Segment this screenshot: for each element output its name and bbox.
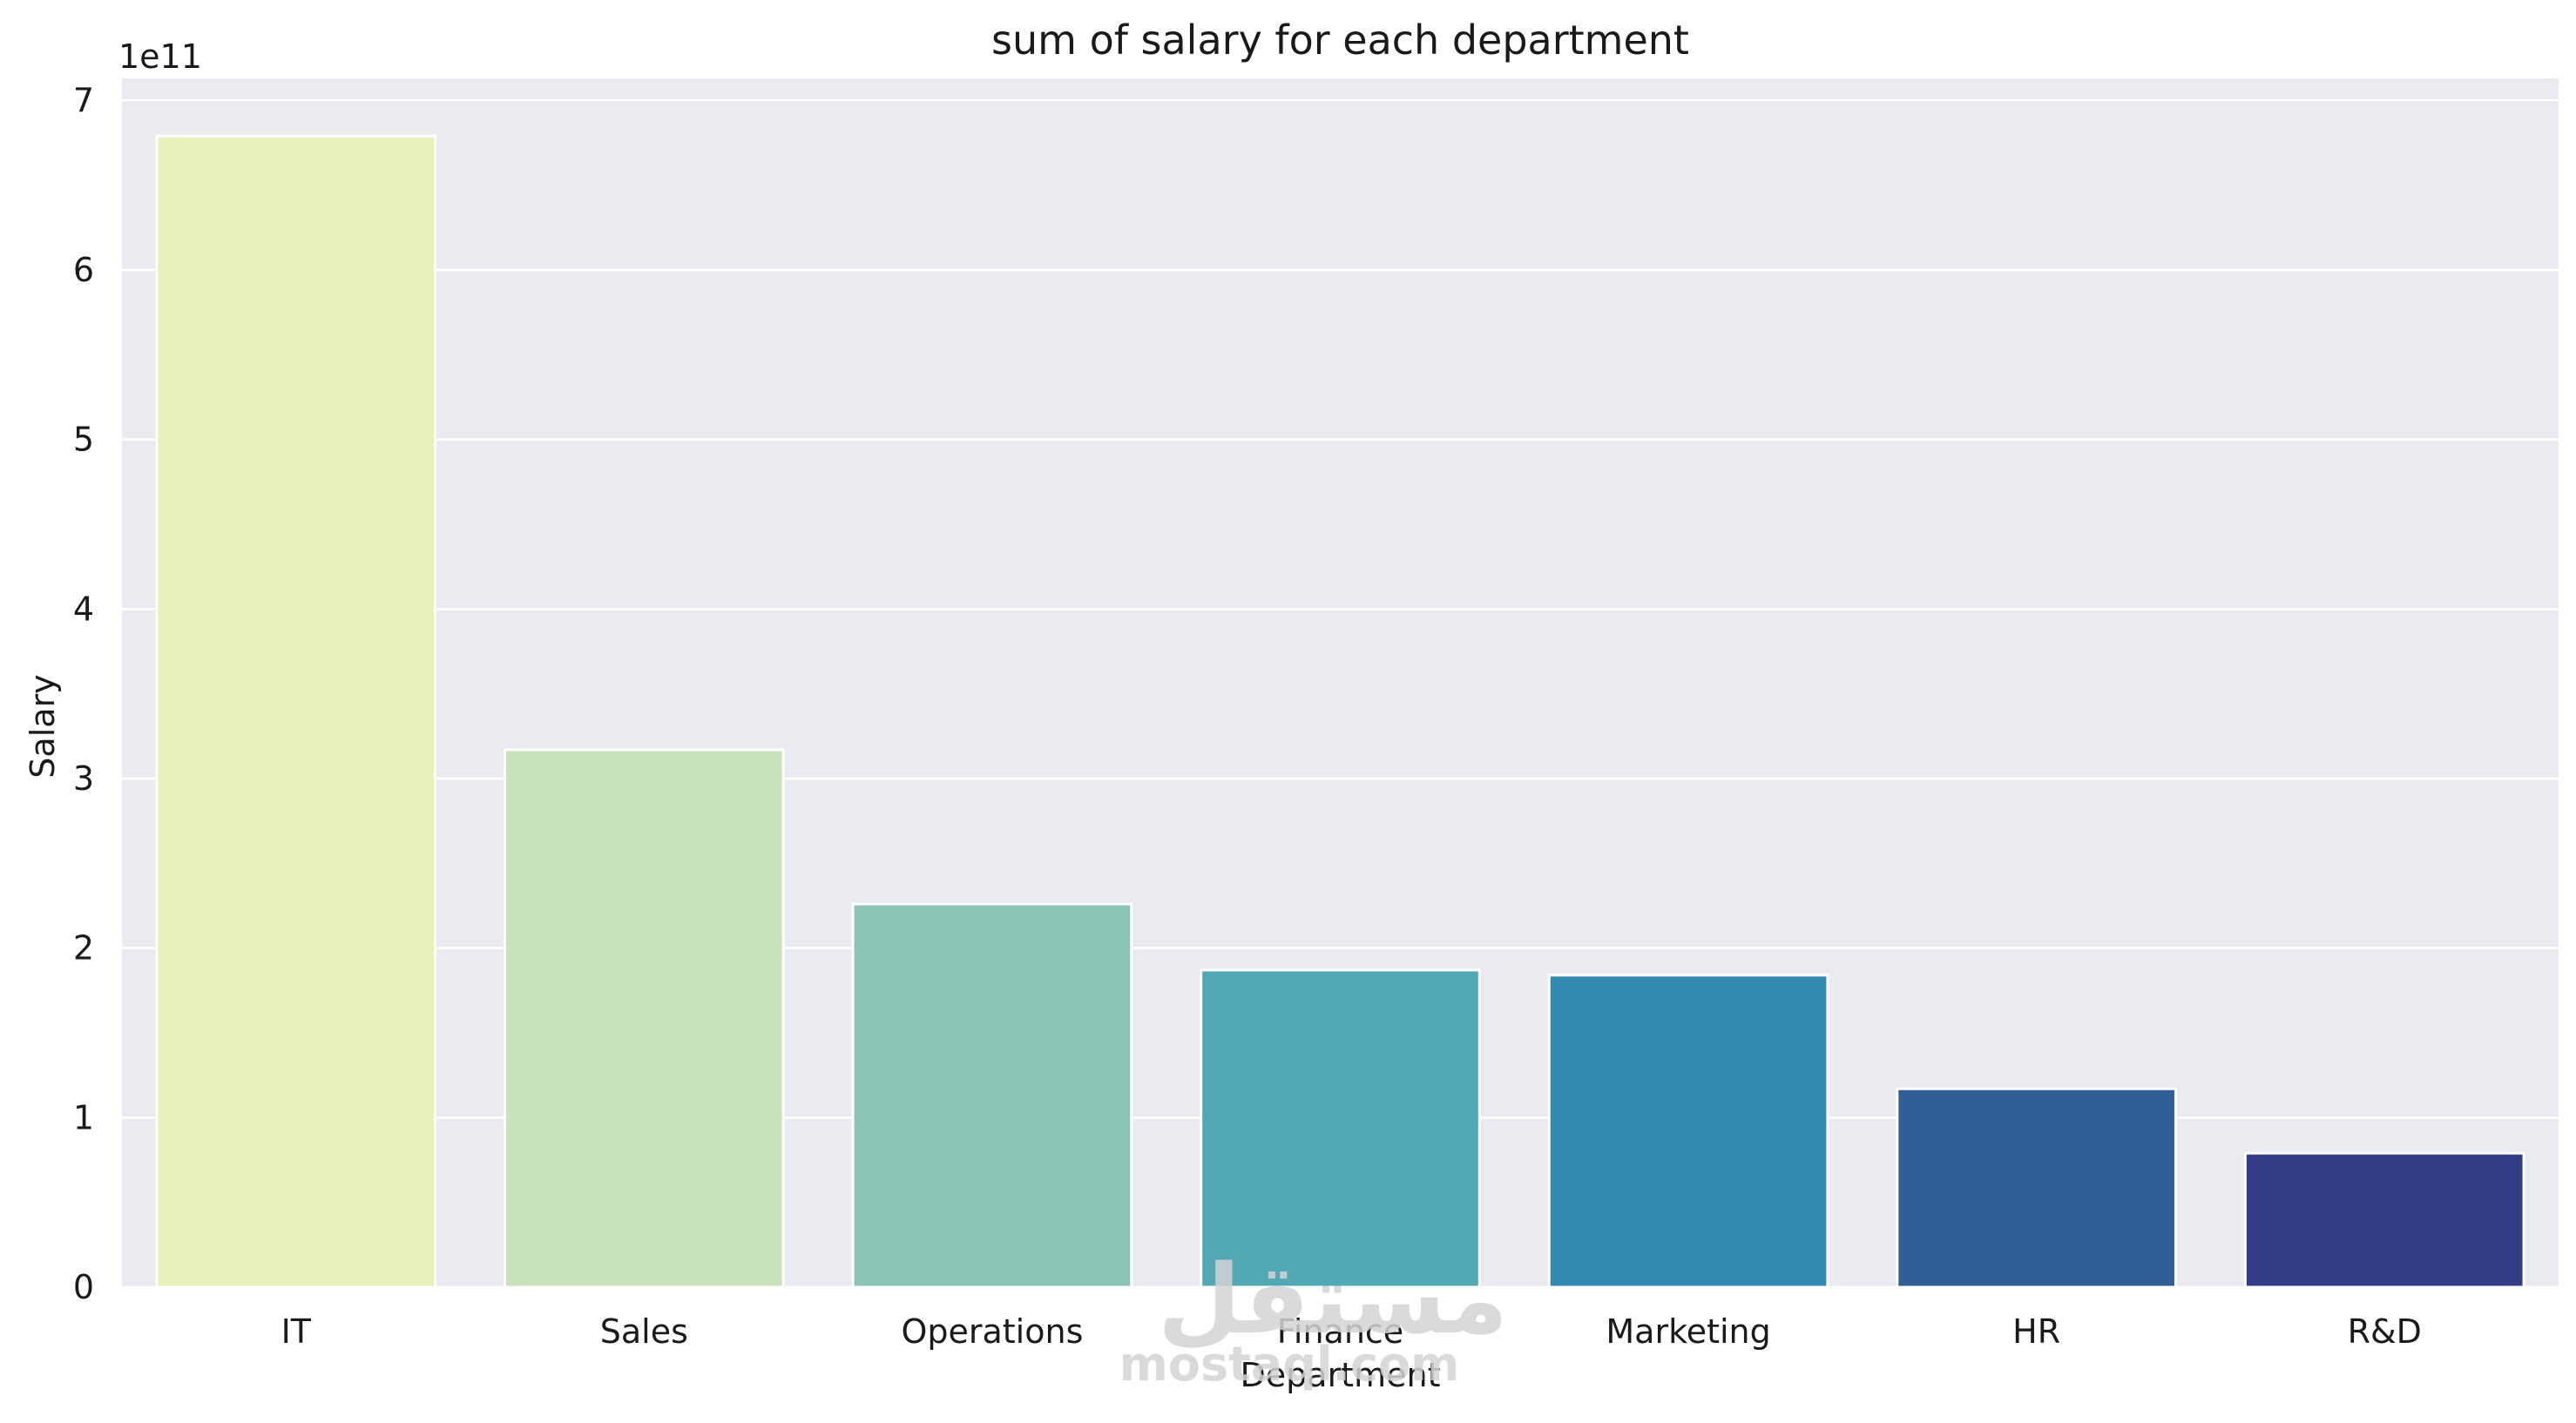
- y-tick-label: 6: [73, 251, 94, 289]
- bar-hr: [1896, 1087, 2177, 1289]
- x-tick-label: Operations: [901, 1312, 1083, 1351]
- x-tick-label: R&D: [2348, 1312, 2422, 1351]
- x-tick-label: HR: [2012, 1312, 2060, 1351]
- watermark-site: mostaql.com: [1119, 1337, 1460, 1392]
- x-tick-label: Finance: [1277, 1312, 1403, 1351]
- x-tick-label: Sales: [600, 1312, 688, 1351]
- bars: [155, 134, 2525, 1289]
- y-tick-label: 7: [73, 81, 94, 119]
- y-axis-label: Salary: [24, 674, 62, 778]
- y-axis-offset-label: 1e11: [118, 37, 202, 76]
- watermark-logo: مستقل: [1158, 1244, 1508, 1355]
- bar-r-d: [2243, 1151, 2525, 1289]
- bar-it: [155, 134, 437, 1289]
- watermark: مستقل mostaql.com: [1119, 1244, 1509, 1392]
- y-tick-label: 1: [73, 1098, 94, 1136]
- bar-marketing: [1547, 974, 1829, 1289]
- x-tick-label: Marketing: [1606, 1312, 1770, 1351]
- x-tick-labels: IT Sales Operations Finance Marketing HR R&D: [281, 1312, 2422, 1351]
- y-tick-label: 3: [73, 759, 94, 798]
- y-tick-label: 4: [73, 590, 94, 628]
- y-tick-labels: 0 1 2 3 4 5 6 7: [73, 81, 94, 1306]
- y-tick-label: 2: [73, 929, 94, 968]
- y-tick-label: 0: [73, 1268, 94, 1306]
- chart-title: sum of salary for each department: [991, 17, 1689, 64]
- bar-sales: [504, 748, 785, 1289]
- x-tick-label: IT: [281, 1312, 312, 1351]
- bar-operations: [851, 902, 1133, 1289]
- x-axis-label: Department: [1241, 1356, 1441, 1394]
- bar-finance: [1200, 968, 1481, 1289]
- y-tick-label: 5: [73, 421, 94, 459]
